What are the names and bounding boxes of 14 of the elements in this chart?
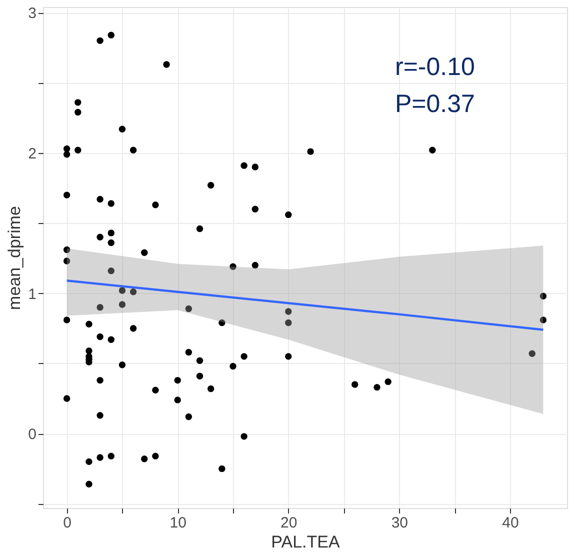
line-series xyxy=(66,280,544,331)
x-tick-label: 10 xyxy=(170,514,186,532)
x-tick-label: 30 xyxy=(391,514,408,532)
y-tick-label: 2 xyxy=(28,145,36,162)
annotation: r=-0.10 xyxy=(395,53,475,81)
x-tick-label: 20 xyxy=(280,514,298,532)
x-tick-label: 0 xyxy=(63,514,72,532)
x-tick-label: 40 xyxy=(502,514,519,532)
annotation: P=0.37 xyxy=(395,90,475,118)
y-tick-label: 0 xyxy=(28,426,36,444)
y-tick-label: 1 xyxy=(28,286,36,303)
y-tick-label: 3 xyxy=(28,5,36,22)
y-axis-title: mean_dprime xyxy=(5,206,24,310)
x-axis-title: PAL.TEA xyxy=(271,532,340,552)
